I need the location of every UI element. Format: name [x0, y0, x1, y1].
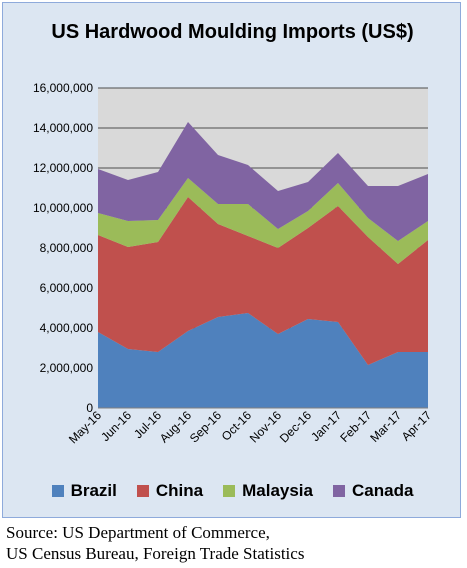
chart-svg: 0 2,000,000 4,000,000 6,000,000 8,000,000 10,… — [33, 81, 435, 446]
source-line-1: Source: US Department of Commerce, — [6, 523, 270, 542]
area-malaysia — [98, 178, 428, 264]
chart-title: US Hardwood Moulding Imports (US$) — [51, 21, 414, 43]
y-tick-label: 0 — [86, 401, 93, 415]
legend-swatch — [333, 485, 345, 497]
legend-swatch — [51, 485, 64, 497]
y-tick-label: 14,000,000 — [33, 121, 93, 135]
y-tick-label: 6,000,000 — [40, 281, 94, 295]
legend-label: Malaysia — [242, 481, 313, 500]
legend-item-canada: Canada — [333, 481, 413, 501]
source-line-2: US Census Bureau, Foreign Trade Statisti… — [6, 544, 305, 563]
y-tick-label: 12,000,000 — [33, 161, 93, 175]
x-tick-label: May-16 — [66, 408, 104, 446]
legend: Brazil China Malaysia Canada — [3, 481, 462, 501]
y-tick-label: 8,000,000 — [40, 241, 94, 255]
x-tick-label: Sep-16 — [187, 408, 224, 445]
legend-item-malaysia: Malaysia — [223, 481, 313, 501]
legend-label: China — [155, 481, 204, 500]
x-tick-label: Nov-16 — [247, 408, 284, 445]
area-canada — [98, 122, 428, 241]
legend-label: Canada — [352, 481, 414, 500]
source-note: Source: US Department of Commerce, US Ce… — [6, 522, 461, 564]
x-tick-label: Dec-16 — [277, 408, 314, 445]
legend-swatch — [136, 485, 149, 497]
y-tick-label: 10,000,000 — [33, 201, 93, 215]
x-tick-label: Feb-17 — [337, 408, 374, 445]
legend-swatch — [223, 485, 236, 497]
x-tick-label: Jun-16 — [98, 408, 134, 444]
x-tick-label: Aug-16 — [157, 408, 194, 445]
legend-item-china: China — [136, 481, 204, 501]
chart-frame: US Hardwood Moulding Imports (US$) 0 2,00… — [2, 2, 461, 518]
y-tick-label: 2,000,000 — [40, 361, 94, 375]
legend-label: Brazil — [70, 481, 117, 500]
area-brazil — [98, 313, 428, 408]
area-china — [98, 197, 428, 365]
legend-item-brazil: Brazil — [51, 481, 117, 501]
x-tick-label: Jan-17 — [308, 408, 344, 444]
x-tick-label: Mar-17 — [367, 408, 404, 445]
y-tick-label: 4,000,000 — [40, 321, 94, 335]
y-tick-label: 16,000,000 — [33, 81, 93, 95]
x-tick-label: Apr-17 — [399, 408, 435, 444]
